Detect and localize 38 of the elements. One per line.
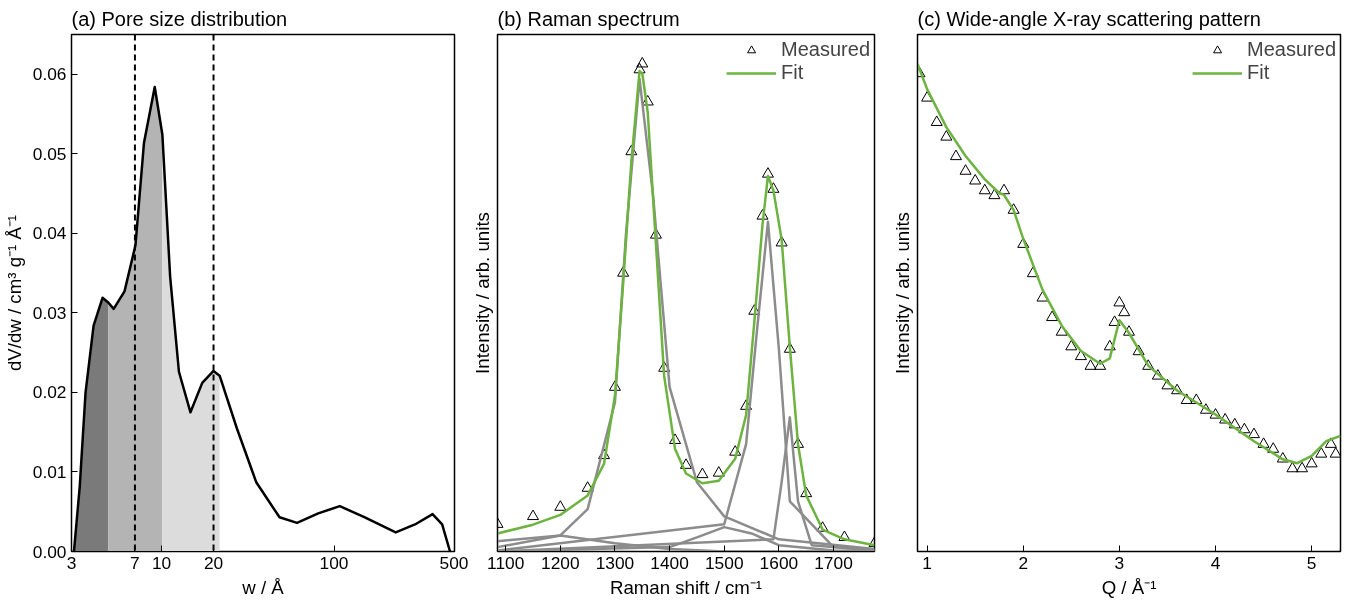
x-tick-label: 1600 xyxy=(759,552,799,573)
x-tick-label: 500 xyxy=(439,552,469,573)
chart-title: (b) Raman spectrum xyxy=(497,7,680,30)
y-tick-label: 0.02 xyxy=(32,382,67,403)
x-tick-label: 3 xyxy=(1114,552,1125,573)
y-tick-label: 0.04 xyxy=(32,223,67,244)
x-tick-label: 2 xyxy=(1018,552,1029,573)
x-tick-label: 1300 xyxy=(595,552,635,573)
x-tick-label: 1500 xyxy=(704,552,744,573)
legend-label: Measured xyxy=(1247,38,1336,61)
x-tick-label: 5 xyxy=(1306,552,1317,573)
x-tick-label: 1 xyxy=(922,552,932,573)
y-tick-label: 0.06 xyxy=(32,64,67,85)
y-tick-label: 0.03 xyxy=(32,302,67,323)
chart-title: (c) Wide-angle X-ray scattering pattern xyxy=(917,7,1261,30)
y-tick-label: 0.00 xyxy=(32,541,67,562)
x-axis-title: Q / Å⁻¹ xyxy=(1101,576,1157,598)
x-axis-title: Raman shift / cm⁻¹ xyxy=(609,576,763,598)
y-tick-label: 0.01 xyxy=(32,461,67,482)
x-tick-label: 1100 xyxy=(487,552,525,573)
y-axis-title: Intensity / arb. units xyxy=(471,212,493,374)
x-tick-label: 7 xyxy=(130,552,140,573)
x-tick-label: 3 xyxy=(66,552,77,573)
x-tick-label: 1700 xyxy=(814,552,853,573)
x-tick-label: 4 xyxy=(1210,552,1221,573)
chart-title: (a) Pore size distribution xyxy=(71,7,288,30)
x-tick-label: 100 xyxy=(319,552,349,573)
y-tick-label: 0.05 xyxy=(32,143,67,164)
x-tick-label: 1400 xyxy=(650,552,689,573)
x-tick-label: 10 xyxy=(152,552,172,573)
x-tick-label: 20 xyxy=(203,552,224,573)
y-axis-title: dV/dw / cm³ g⁻¹ Å⁻¹ xyxy=(3,214,25,372)
legend-label: Fit xyxy=(781,61,804,84)
x-axis-title: w / Å xyxy=(241,576,285,598)
legend-label: Measured xyxy=(781,38,870,61)
y-axis-title: Intensity / arb. units xyxy=(891,212,913,374)
legend-label: Fit xyxy=(1247,61,1270,84)
x-tick-label: 1200 xyxy=(541,552,580,573)
